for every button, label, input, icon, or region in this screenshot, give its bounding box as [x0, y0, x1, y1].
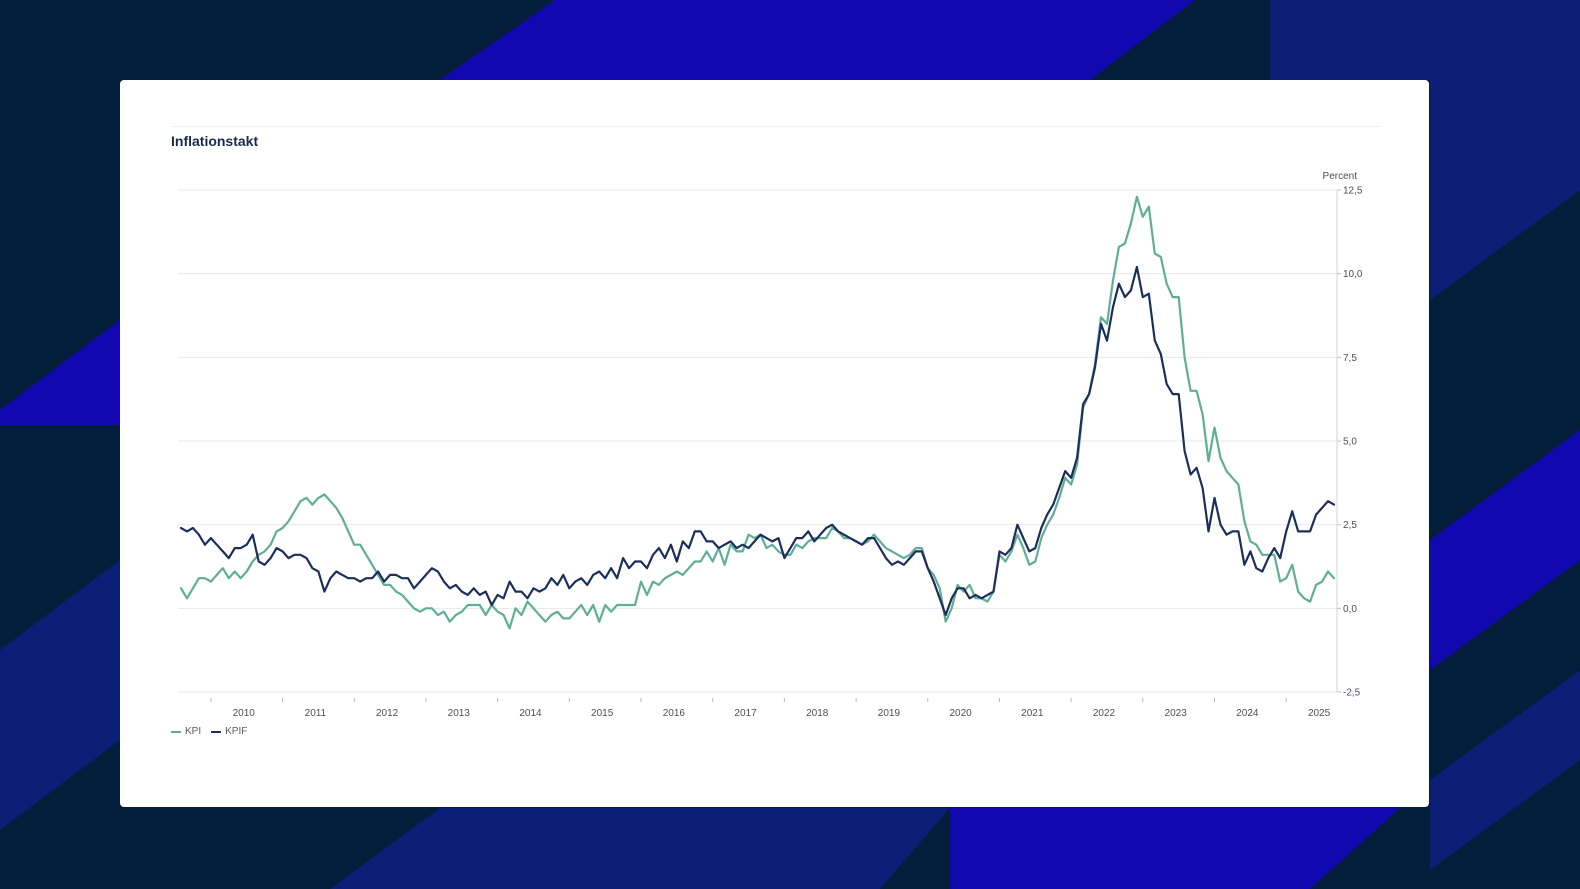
legend-label-kpi: KPI [185, 726, 202, 737]
legend-swatch-kpif [211, 730, 222, 733]
stripe-top [440, 0, 1195, 80]
x-tick-label: 2017 [734, 708, 757, 719]
series-lines [179, 195, 1336, 630]
series-line-kpif [179, 265, 1336, 617]
card-divider [172, 126, 1381, 127]
line-chart: Percent 12,5 10,0 7,5 5,0 2,5 0,0 -2,5 2010 2011… [178, 171, 1363, 719]
chart-card: Inflationstakt Percent 12,5 10,0 7,5 5,0 2,5… [120, 80, 1429, 807]
x-tick-label: 2020 [949, 708, 972, 719]
x-tick-label: 2021 [1021, 708, 1044, 719]
x-tick-label: 2022 [1093, 708, 1116, 719]
legend-label-kpif: KPIF [225, 726, 248, 737]
x-tick-label: 2025 [1308, 708, 1331, 719]
legend-item-kpif[interactable]: KPIF [211, 726, 247, 737]
y-tick-label: 2,5 [1343, 520, 1357, 531]
stripe-top-right [1270, 0, 1580, 300]
x-tick-label: 2024 [1236, 708, 1259, 719]
axes: Percent 12,5 10,0 7,5 5,0 2,5 0,0 -2,5 2010 2011… [210, 171, 1363, 719]
x-tick-label: 2019 [878, 708, 901, 719]
y-tick-label: -2,5 [1343, 688, 1361, 699]
x-tick-label: 2013 [448, 708, 471, 719]
stripe-left-lower [0, 560, 120, 830]
stripe-left [0, 320, 120, 425]
stripe-right-lower [1430, 670, 1580, 870]
x-tick-label: 2010 [233, 708, 256, 719]
x-tick-label: 2014 [519, 708, 542, 719]
x-tick-label: 2012 [376, 708, 399, 719]
y-tick-label: 7,5 [1343, 353, 1357, 364]
x-tick-label: 2016 [663, 708, 686, 719]
y-tick-label: 0,0 [1343, 604, 1357, 615]
legend: KPI KPIF [171, 726, 247, 737]
x-tick-label: 2023 [1165, 708, 1188, 719]
series-line-kpi [179, 195, 1336, 630]
x-tick-label: 2011 [305, 708, 327, 719]
y-tick-label: 10,0 [1343, 269, 1363, 280]
y-axis-label: Percent [1323, 171, 1358, 182]
chart-title: Inflationstakt [171, 133, 259, 149]
stripe-bottom [330, 808, 950, 889]
x-tick-label: 2018 [806, 708, 829, 719]
stripe-bottom-right [950, 808, 1400, 889]
legend-item-kpi[interactable]: KPI [171, 726, 201, 737]
stripe-right [1430, 430, 1580, 670]
grid-lines [178, 189, 1337, 693]
x-tick-label: 2015 [591, 708, 614, 719]
y-tick-label: 5,0 [1343, 437, 1357, 448]
y-tick-label: 12,5 [1343, 186, 1363, 197]
legend-swatch-kpi [171, 730, 181, 733]
